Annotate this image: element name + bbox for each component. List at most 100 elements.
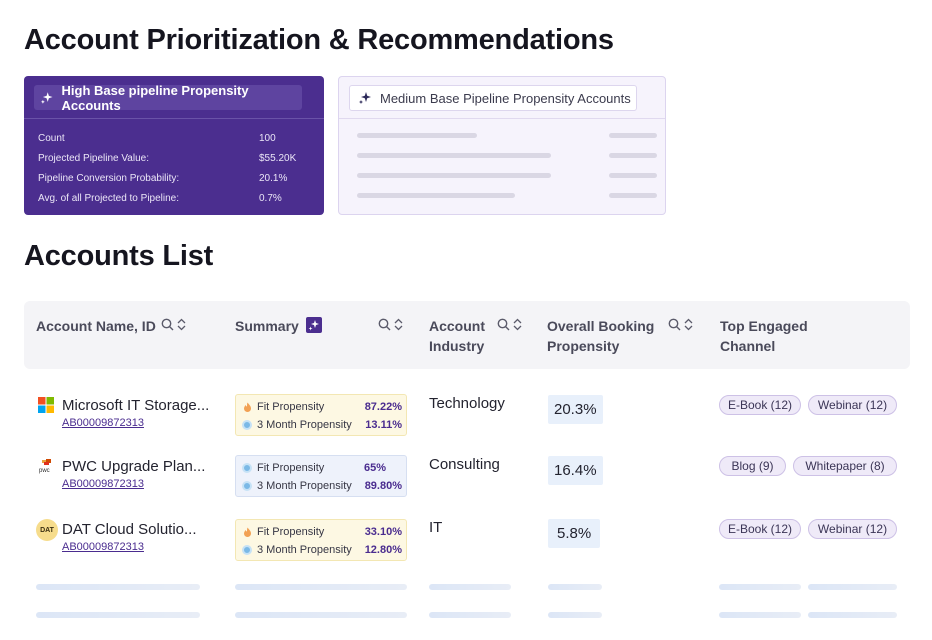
stat-value: $55.20K xyxy=(259,152,297,164)
sort-icon[interactable] xyxy=(394,318,403,331)
account-name[interactable]: PWC Upgrade Plan... xyxy=(62,458,206,475)
channel-tag[interactable]: Webinar (12) xyxy=(808,395,897,415)
channel-tag[interactable]: E-Book (12) xyxy=(719,519,801,539)
stat-projected-pipeline: Projected Pipeline Value: $55.20K xyxy=(38,148,318,168)
column-top-engaged-channel[interactable]: Top Engaged Channel xyxy=(720,316,808,356)
booking-propensity: 16.4% xyxy=(548,456,603,485)
summary-value: 12.80% xyxy=(364,544,402,556)
channel-tag[interactable]: Whitepaper (8) xyxy=(793,456,897,476)
stat-count: Count 100 xyxy=(38,128,318,148)
column-account-industry[interactable]: Account Industry xyxy=(429,316,485,356)
summary-label: 3 Month Propensity xyxy=(257,480,352,492)
summary-label: Fit Propensity xyxy=(257,462,325,474)
search-icon[interactable] xyxy=(497,318,510,331)
microsoft-logo xyxy=(38,397,54,413)
loading-skeleton xyxy=(719,584,801,590)
pwc-logo: pwc xyxy=(38,458,54,474)
column-summary[interactable]: Summary xyxy=(235,318,299,334)
loading-skeleton xyxy=(808,612,897,618)
account-name[interactable]: DAT Cloud Solutio... xyxy=(62,521,197,538)
search-icon[interactable] xyxy=(668,318,681,331)
sort-icon[interactable] xyxy=(177,318,186,331)
ai-sparkle-icon xyxy=(306,317,322,333)
divider xyxy=(339,118,665,119)
stat-label: Avg. of all Projected to Pipeline: xyxy=(38,192,180,204)
sparkle-icon xyxy=(40,91,53,104)
summary-line: 3 Month Propensity 12.80% xyxy=(242,542,402,558)
summary-value: 13.11% xyxy=(365,419,402,431)
loading-skeleton xyxy=(235,584,407,590)
high-propensity-card[interactable]: High Base pipeline Propensity Accounts C… xyxy=(24,76,324,215)
summary-value: 87.22% xyxy=(364,401,402,413)
loading-skeleton xyxy=(609,173,657,178)
stat-value: 20.1% xyxy=(259,172,288,184)
loading-skeleton xyxy=(235,612,407,618)
column-label-line: Overall Booking xyxy=(547,318,655,334)
summary-value: 65% xyxy=(364,462,387,474)
summary-box: Fit Propensity 33.10% 3 Month Propensity… xyxy=(235,519,407,561)
stat-label: Count xyxy=(38,132,65,144)
account-industry: Technology xyxy=(429,395,505,412)
summary-label: 3 Month Propensity xyxy=(257,419,352,431)
page-title: Account Prioritization & Recommendations xyxy=(24,24,614,56)
channel-tag[interactable]: Blog (9) xyxy=(719,456,786,476)
loading-skeleton xyxy=(548,612,602,618)
channel-tag[interactable]: Webinar (12) xyxy=(808,519,897,539)
account-industry: IT xyxy=(429,519,443,536)
booking-propensity: 20.3% xyxy=(548,395,603,424)
calendar-icon xyxy=(242,463,252,473)
summary-box: Fit Propensity 87.22% 3 Month Propensity… xyxy=(235,394,407,436)
svg-text:pwc: pwc xyxy=(39,468,50,474)
stat-avg-projected: Avg. of all Projected to Pipeline: 0.7% xyxy=(38,188,318,208)
account-id-link[interactable]: AB00009872313 xyxy=(62,478,144,490)
medium-propensity-chip: Medium Base Pipeline Propensity Accounts xyxy=(349,85,637,111)
column-label-line: Account xyxy=(429,318,485,334)
stat-label: Projected Pipeline Value: xyxy=(38,152,149,164)
summary-label: Fit Propensity xyxy=(257,526,325,538)
summary-line: Fit Propensity 33.10% xyxy=(242,524,402,540)
table-header: Account Name, ID Summary Account Industr… xyxy=(24,301,910,369)
loading-skeleton xyxy=(808,584,897,590)
medium-propensity-card[interactable]: Medium Base Pipeline Propensity Accounts xyxy=(338,76,666,215)
accounts-list-title: Accounts List xyxy=(24,240,214,272)
summary-line: Fit Propensity 87.22% xyxy=(242,399,402,415)
account-name[interactable]: Microsoft IT Storage... xyxy=(62,397,210,414)
column-label-line: Propensity xyxy=(547,338,620,354)
loading-skeleton xyxy=(548,584,602,590)
fire-icon xyxy=(244,402,251,412)
search-icon[interactable] xyxy=(161,318,174,331)
medium-propensity-title: Medium Base Pipeline Propensity Accounts xyxy=(380,90,631,106)
sort-icon[interactable] xyxy=(684,318,693,331)
column-booking-controls xyxy=(668,318,693,331)
booking-propensity: 5.8% xyxy=(548,519,601,548)
sort-icon[interactable] xyxy=(513,318,522,331)
loading-skeleton xyxy=(36,584,200,590)
high-propensity-chip: High Base pipeline Propensity Accounts xyxy=(34,83,302,113)
summary-value: 89.80% xyxy=(364,480,402,492)
loading-skeleton xyxy=(609,133,657,138)
channel-tag[interactable]: E-Book (12) xyxy=(719,395,801,415)
column-summary-controls xyxy=(378,318,403,331)
calendar-icon xyxy=(242,545,252,555)
loading-skeleton xyxy=(357,153,551,158)
account-id-link[interactable]: AB00009872313 xyxy=(62,541,144,553)
dat-logo: DAT xyxy=(36,519,58,541)
column-account-name[interactable]: Account Name, ID xyxy=(36,318,156,334)
column-label-line: Top Engaged xyxy=(720,318,808,334)
search-icon[interactable] xyxy=(378,318,391,331)
column-label-line: Industry xyxy=(429,338,485,354)
high-propensity-stats: Count 100 Projected Pipeline Value: $55.… xyxy=(38,128,318,208)
summary-line: 3 Month Propensity 13.11% xyxy=(242,417,402,433)
column-booking-propensity[interactable]: Overall Booking Propensity xyxy=(547,316,654,356)
stat-value: 0.7% xyxy=(259,192,282,204)
account-industry: Consulting xyxy=(429,456,500,473)
loading-skeleton xyxy=(357,173,551,178)
column-label-line: Channel xyxy=(720,338,776,354)
account-id-link[interactable]: AB00009872313 xyxy=(62,417,144,429)
summary-label: 3 Month Propensity xyxy=(257,544,352,556)
calendar-icon xyxy=(242,420,252,430)
summary-value: 33.10% xyxy=(364,526,402,538)
loading-skeleton xyxy=(429,612,511,618)
divider xyxy=(24,118,324,119)
loading-skeleton xyxy=(429,584,511,590)
